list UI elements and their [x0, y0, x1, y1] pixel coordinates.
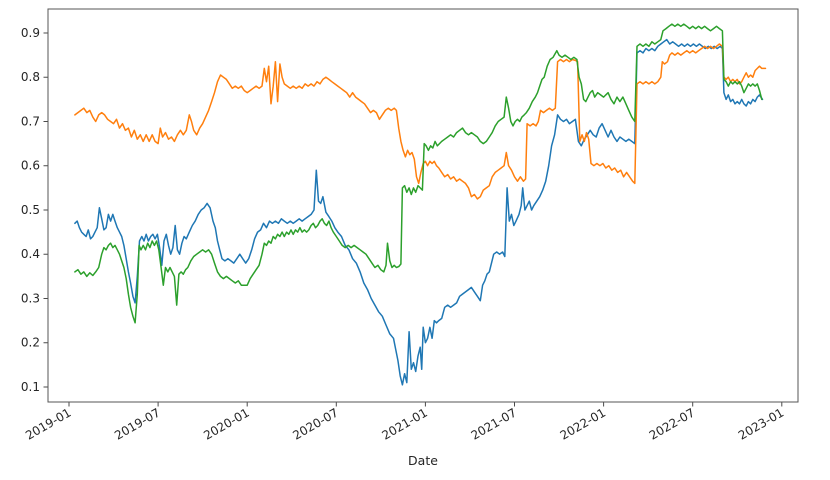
y-tick-label-0.9: 0.9 — [21, 26, 40, 40]
x-tick-label-2019-07: 2019-07 — [112, 405, 162, 442]
y-tick-label-0.7: 0.7 — [21, 114, 40, 128]
x-axis-title: Date — [408, 453, 438, 468]
x-tick-label-2022-07: 2022-07 — [647, 405, 697, 442]
series-3-green-line — [74, 23, 763, 324]
y-tick-label-0.6: 0.6 — [21, 159, 40, 173]
plot-series — [74, 23, 767, 386]
x-tick-label-2022-01: 2022-01 — [558, 405, 608, 442]
x-tick-label-2020-07: 2020-07 — [290, 405, 340, 442]
series-1-blue-line — [74, 38, 764, 386]
y-tick-label-0.1: 0.1 — [21, 380, 40, 394]
y-tick-label-0.8: 0.8 — [21, 70, 40, 84]
y-tick-label-0.5: 0.5 — [21, 203, 40, 217]
x-tick-label-2020-01: 2020-01 — [201, 405, 251, 442]
y-tick-label-0.3: 0.3 — [21, 291, 40, 305]
x-tick-label-2019-01: 2019-01 — [23, 405, 73, 442]
y-tick-label-0.4: 0.4 — [21, 247, 40, 261]
plot-spines — [47, 8, 799, 403]
plot-border — [47, 8, 799, 403]
series-2-orange-line — [74, 43, 767, 200]
y-tick-label-0.2: 0.2 — [21, 336, 40, 350]
x-tick-label-2021-07: 2021-07 — [469, 405, 519, 442]
x-tick-label-2023-01: 2023-01 — [736, 405, 786, 442]
x-tick-label-2021-01: 2021-01 — [379, 405, 429, 442]
